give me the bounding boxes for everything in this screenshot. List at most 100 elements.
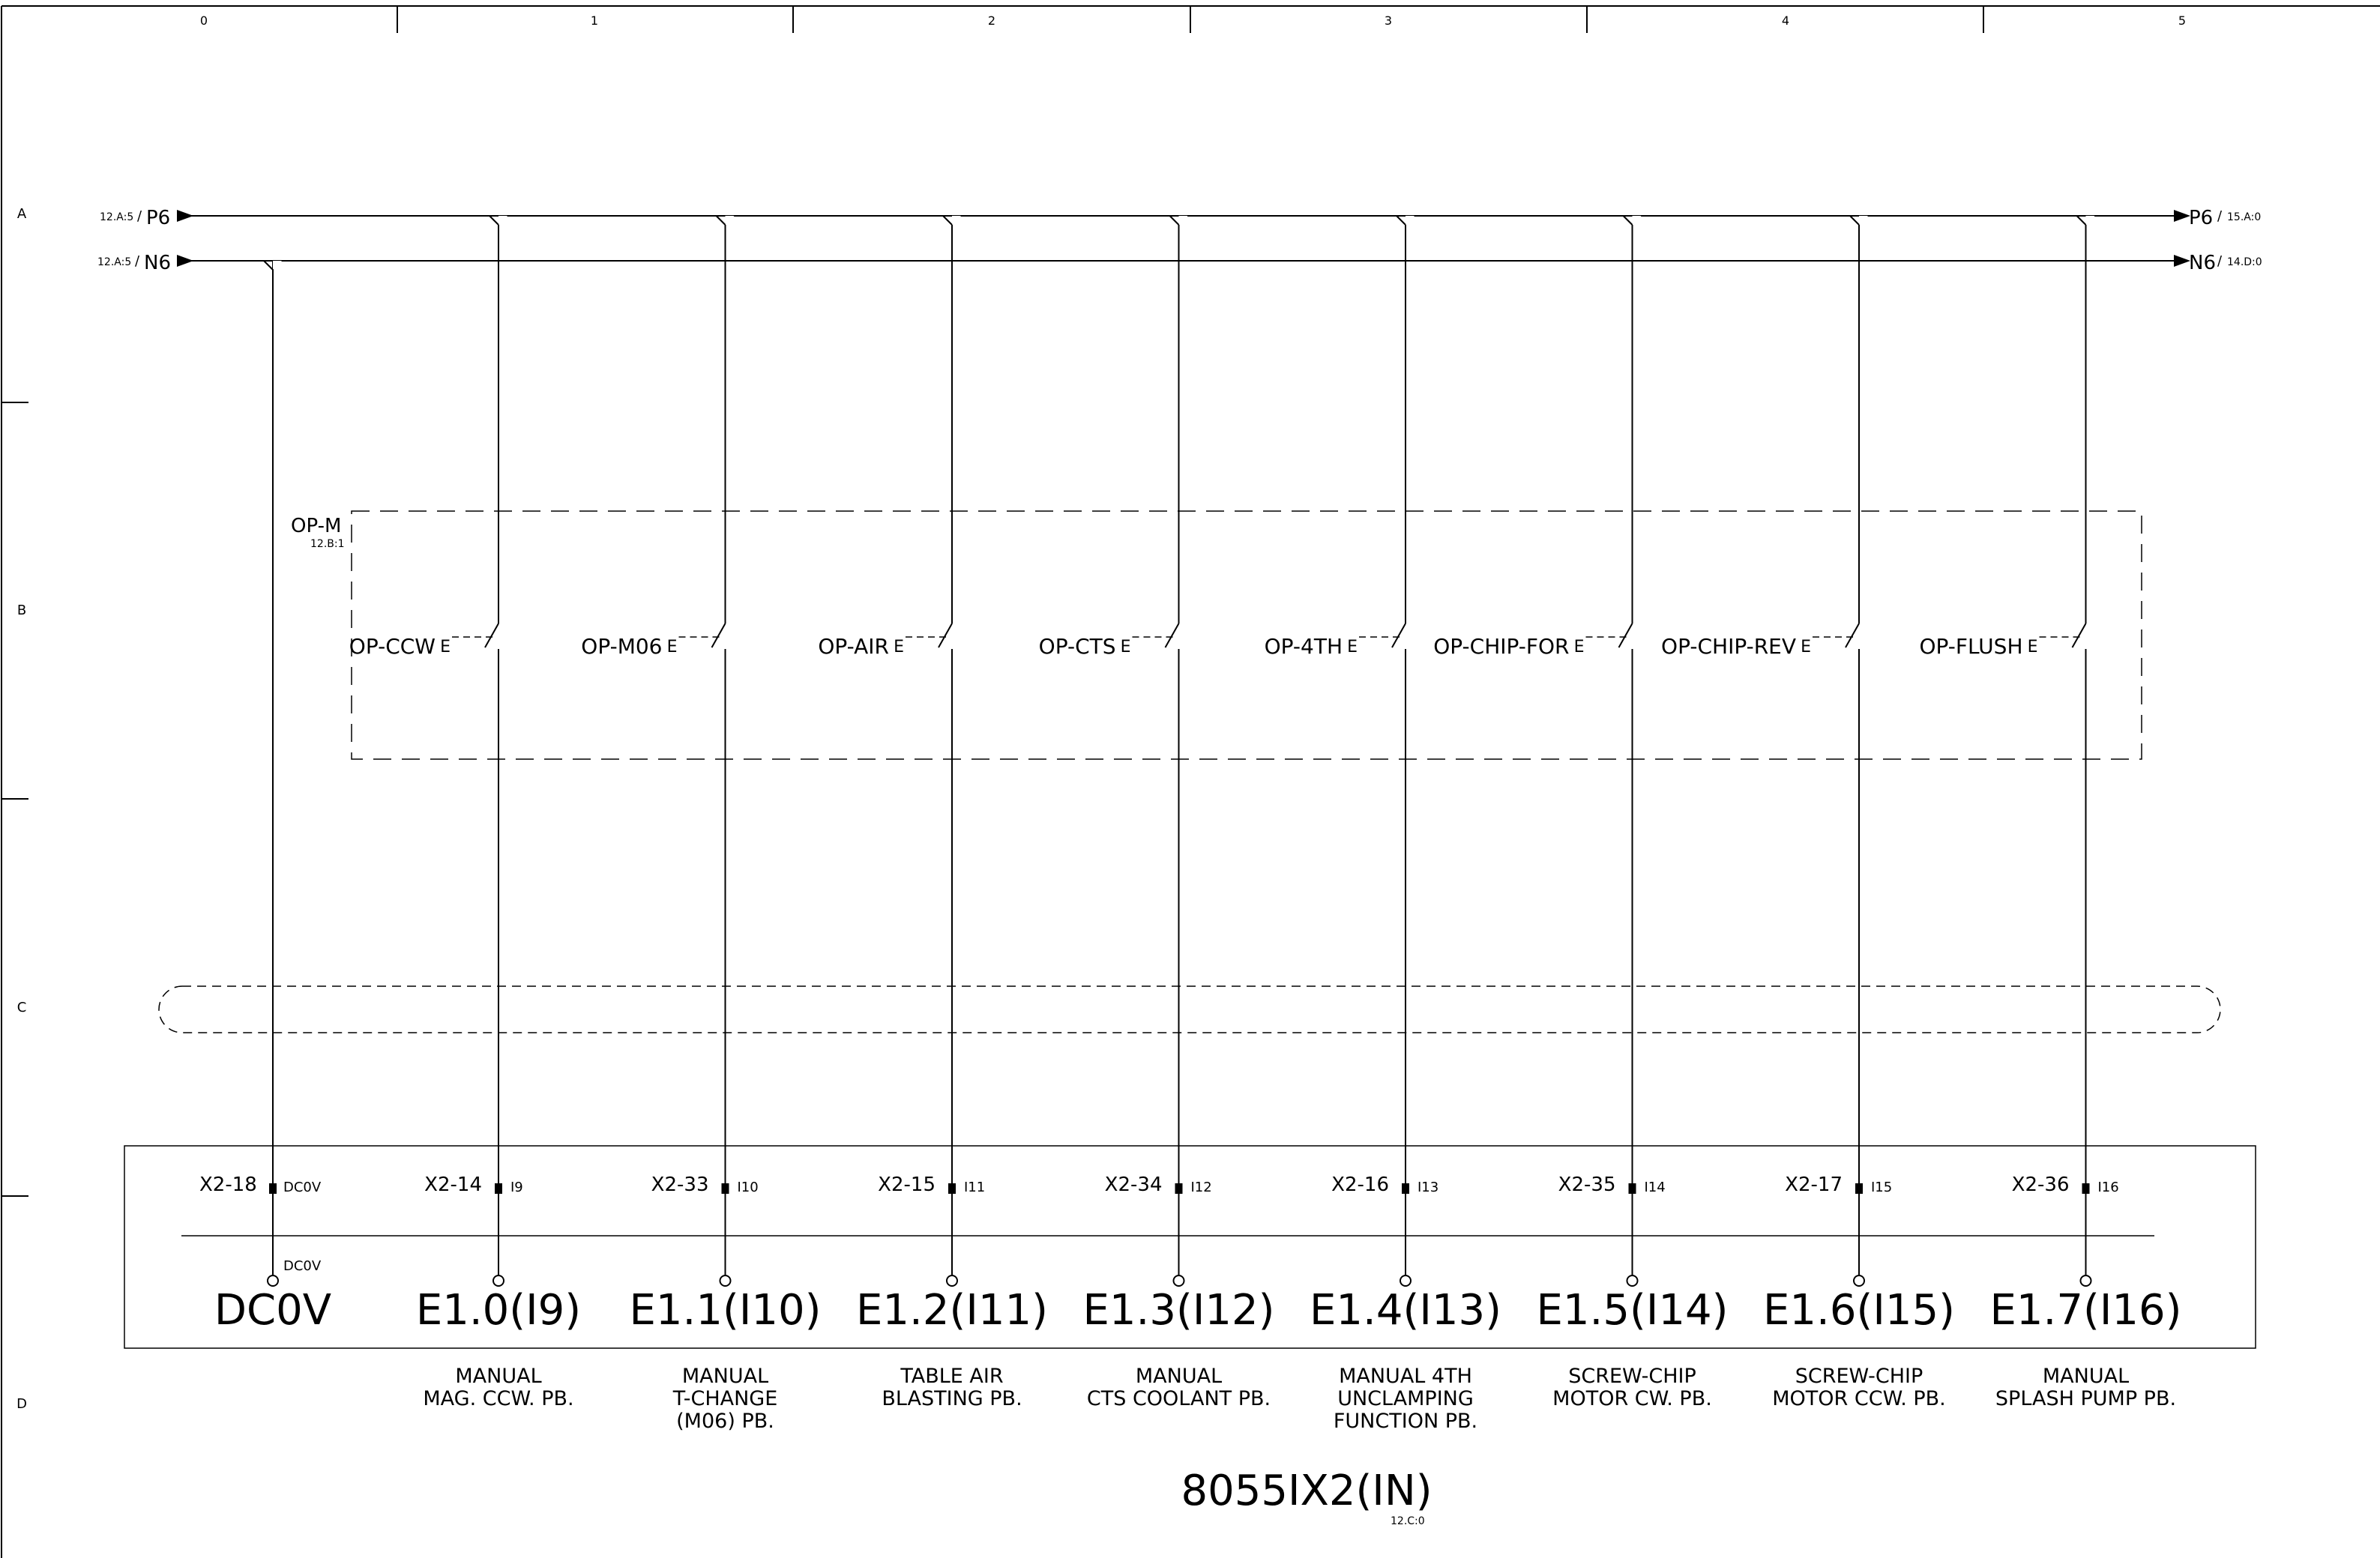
terminal-pin-label: I13 bbox=[1418, 1180, 1438, 1195]
p6-in-label: P6 bbox=[146, 207, 170, 229]
bus-gap bbox=[1632, 216, 1642, 225]
input-node-circle bbox=[719, 1275, 732, 1287]
switch-actuator-symbol: E bbox=[440, 638, 451, 656]
input-description-line: (M06) PB. bbox=[676, 1410, 774, 1433]
switch-contact bbox=[1164, 623, 1180, 648]
input-node-circle bbox=[1626, 1275, 1639, 1287]
ref-slash: / bbox=[2217, 208, 2223, 224]
input-address-label: E1.3(I12) bbox=[1083, 1286, 1275, 1335]
bus-gap bbox=[725, 216, 735, 225]
row-marker: D bbox=[16, 1396, 27, 1412]
input-address-label: E1.1(I10) bbox=[630, 1286, 822, 1335]
cable-harness-boundary bbox=[158, 985, 2221, 1033]
operator-panel: OP-M 12.B:1 bbox=[291, 510, 2142, 760]
bus-p6: 12.A:5 / P6 P6 / 15.A:0 bbox=[100, 207, 2261, 229]
input-description-line: MOTOR CCW. PB. bbox=[1772, 1387, 1946, 1410]
terminal-icon bbox=[1175, 1183, 1183, 1194]
bus-gap bbox=[498, 216, 507, 225]
sheet-frame bbox=[1, 5, 2380, 1558]
input-address-label: E1.4(I13) bbox=[1310, 1286, 1501, 1335]
bus-tap bbox=[1169, 215, 1180, 226]
column-marker: 4 bbox=[1782, 13, 1789, 28]
ref-slash: / bbox=[2217, 253, 2223, 269]
terminal-label: X2-16 bbox=[1331, 1174, 1389, 1196]
input-description-line: T-CHANGE bbox=[672, 1387, 778, 1410]
operator-panel-ref: 12.B:1 bbox=[310, 538, 345, 550]
p6-out-ref: 15.A:0 bbox=[2227, 211, 2261, 223]
switch-label: OP-M06 bbox=[581, 634, 662, 659]
terminal-pin-label: I16 bbox=[2098, 1180, 2119, 1195]
input-node-circle bbox=[492, 1275, 504, 1287]
input-address-label: E1.7(I16) bbox=[1990, 1286, 2182, 1335]
input-node-circle bbox=[2079, 1275, 2092, 1287]
bus-tap bbox=[715, 215, 726, 226]
terminal-icon bbox=[495, 1183, 502, 1194]
column-marker: 2 bbox=[988, 13, 995, 28]
module-ref: 12.C:0 bbox=[1391, 1515, 1425, 1527]
n6-in-ref: 12.A:5 bbox=[97, 256, 131, 268]
input-description-line: MANUAL bbox=[455, 1365, 541, 1388]
switch-label: OP-CTS bbox=[1039, 634, 1116, 659]
input-channel: E OP-CHIP-REV X2-17 I15 E1.6(I15) SCREW-CHIPM… bbox=[1661, 215, 1955, 1410]
bus-gap bbox=[1406, 216, 1415, 225]
input-description-line: MANUAL bbox=[682, 1365, 768, 1388]
input-address-label: E1.6(I15) bbox=[1763, 1286, 1955, 1335]
input-address-label: E1.0(I9) bbox=[416, 1286, 581, 1335]
input-node-circle bbox=[1400, 1275, 1412, 1287]
n6-out-label: N6 bbox=[2189, 252, 2216, 274]
bus-tap bbox=[489, 215, 499, 226]
switch-contact bbox=[484, 623, 499, 648]
bus-gap bbox=[1859, 216, 1868, 225]
switch-actuator-symbol: E bbox=[667, 638, 678, 656]
switch-actuator-symbol: E bbox=[1347, 638, 1358, 656]
input-description-line: SCREW-CHIP bbox=[1568, 1365, 1696, 1388]
input-description-line: UNCLAMPING bbox=[1337, 1387, 1474, 1410]
switch-label: OP-CHIP-FOR bbox=[1433, 634, 1569, 659]
terminal-label: X2-34 bbox=[1105, 1174, 1163, 1196]
column-markers: 0 1 2 3 4 5 bbox=[200, 13, 2186, 28]
terminal-pin-label: I11 bbox=[964, 1180, 985, 1195]
input-address-label: E1.2(I11) bbox=[856, 1286, 1048, 1335]
input-address-label: E1.5(I14) bbox=[1537, 1286, 1729, 1335]
bus-gap bbox=[952, 216, 961, 225]
input-node-circle bbox=[1172, 1275, 1185, 1287]
switch-label: OP-CHIP-REV bbox=[1661, 634, 1796, 659]
terminal-icon bbox=[1628, 1183, 1636, 1194]
input-description-line: CTS COOLANT PB. bbox=[1087, 1387, 1271, 1410]
operator-panel-name: OP-M bbox=[291, 515, 341, 537]
row-markers: A B C D bbox=[16, 206, 27, 1412]
input-description-line: MANUAL 4TH bbox=[1339, 1365, 1472, 1388]
input-description-line: FUNCTION PB. bbox=[1334, 1410, 1477, 1433]
terminal-pin-label: I12 bbox=[1191, 1180, 1212, 1195]
switch-label: OP-FLUSH bbox=[1919, 634, 2022, 659]
operator-panel-box bbox=[351, 510, 2142, 760]
ref-slash: / bbox=[137, 208, 142, 224]
p6-in-ref: 12.A:5 bbox=[100, 211, 133, 223]
module-name: 8055IX2(IN) bbox=[1181, 1467, 1432, 1515]
switch-actuator-symbol: E bbox=[1801, 638, 1811, 656]
column-marker: 0 bbox=[200, 13, 208, 28]
bus-tap bbox=[263, 260, 274, 271]
input-channel: E OP-AIR X2-15 I11 E1.2(I11) TABLE AIRBLASTIN… bbox=[818, 215, 1048, 1410]
terminal-pin-label: I10 bbox=[738, 1180, 759, 1195]
terminal-pin-label: I9 bbox=[510, 1180, 523, 1195]
bus-tap bbox=[2076, 215, 2087, 226]
switch-contact bbox=[1845, 623, 1860, 648]
switch-contact bbox=[1618, 623, 1633, 648]
switch-label: OP-CCW bbox=[349, 634, 436, 659]
input-description-line: SPLASH PUMP PB. bbox=[1995, 1387, 2176, 1410]
n6-out-arrow bbox=[2174, 255, 2190, 267]
p6-out-label: P6 bbox=[2189, 207, 2213, 229]
bus-tap bbox=[942, 215, 953, 226]
input-description-line: TABLE AIR bbox=[900, 1365, 1003, 1388]
row-marker: B bbox=[17, 603, 26, 618]
terminal-label: X2-14 bbox=[424, 1174, 482, 1196]
n6-in-label: N6 bbox=[144, 252, 171, 274]
input-node-circle bbox=[946, 1275, 958, 1287]
common-terminal-label: X2-18 bbox=[199, 1174, 257, 1196]
terminal-icon bbox=[1855, 1183, 1863, 1194]
common-terminal-icon bbox=[269, 1183, 277, 1194]
